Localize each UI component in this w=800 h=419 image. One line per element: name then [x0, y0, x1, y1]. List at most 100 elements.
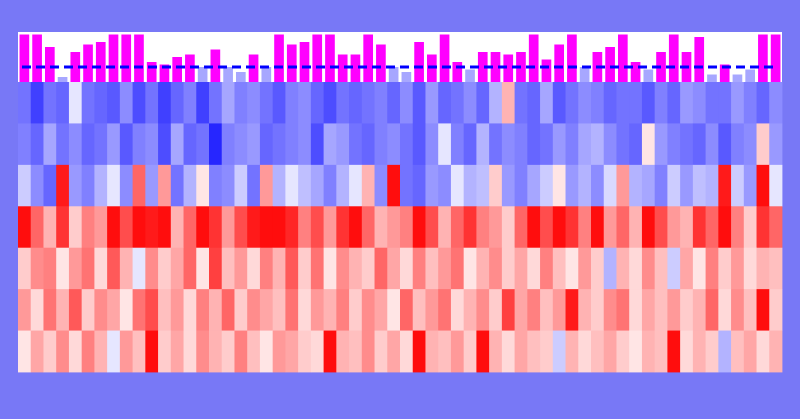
bar-57 [745, 69, 756, 82]
heat-cell-6-30 [400, 330, 414, 373]
heat-cell-5-8 [119, 289, 133, 331]
heat-cell-0-11 [158, 82, 172, 124]
bar-27 [363, 34, 374, 82]
heat-cell-4-53 [692, 247, 706, 290]
bar-8 [121, 34, 132, 82]
heat-cell-5-19 [259, 289, 274, 331]
heat-cell-2-4 [68, 164, 83, 207]
heat-cell-6-39 [514, 330, 528, 373]
heat-cell-3-19 [259, 206, 274, 249]
heat-cell-1-1 [30, 123, 44, 166]
heat-cell-1-49 [641, 123, 656, 166]
heat-cell-3-10 [145, 206, 159, 249]
heat-cell-6-44 [578, 330, 592, 373]
heat-cell-1-23 [310, 123, 324, 166]
heat-cell-4-9 [132, 247, 146, 290]
heat-cell-6-23 [310, 330, 324, 373]
heat-cell-5-22 [298, 289, 312, 331]
heat-cell-3-28 [374, 206, 388, 249]
heat-cell-1-25 [336, 123, 350, 166]
heat-cell-3-2 [43, 206, 57, 249]
heat-cell-6-41 [540, 330, 554, 373]
heat-cell-0-55 [718, 82, 732, 124]
heat-cell-4-52 [680, 247, 694, 290]
heat-cell-1-14 [196, 123, 210, 166]
heat-cell-0-44 [578, 82, 592, 124]
heat-cell-1-40 [527, 123, 541, 166]
heat-cell-0-7 [107, 82, 121, 124]
heat-cell-5-39 [514, 289, 528, 331]
heat-cell-2-44 [578, 164, 592, 207]
heat-cell-4-42 [552, 247, 566, 290]
heat-cell-5-45 [591, 289, 605, 331]
heat-cell-2-18 [247, 164, 261, 207]
heat-cell-2-6 [94, 164, 108, 207]
bar-28 [376, 44, 386, 82]
heat-cell-3-54 [705, 206, 719, 249]
heat-cell-4-24 [323, 247, 337, 290]
heat-cell-4-32 [425, 247, 439, 290]
bar-0 [19, 34, 30, 82]
heat-cell-1-39 [514, 123, 528, 166]
bar-15 [210, 49, 221, 82]
heat-cell-6-28 [374, 330, 388, 373]
heat-cell-0-16 [221, 82, 235, 124]
heat-cell-6-56 [731, 330, 745, 373]
heat-cell-4-55 [718, 247, 732, 290]
heat-cell-3-3 [56, 206, 70, 249]
heat-cell-4-14 [196, 247, 210, 290]
heat-cell-2-21 [285, 164, 299, 207]
heat-cell-3-6 [94, 206, 108, 249]
heat-cell-6-32 [425, 330, 439, 373]
heat-cell-6-8 [119, 330, 133, 373]
heat-cell-4-6 [94, 247, 108, 290]
bar-17 [235, 72, 246, 82]
bar-43 [567, 34, 577, 82]
heat-cell-0-13 [183, 82, 197, 124]
heat-cell-1-30 [400, 123, 414, 166]
heat-cell-3-18 [247, 206, 261, 249]
heat-cell-0-30 [400, 82, 414, 124]
heat-cell-1-15 [209, 123, 223, 166]
heat-cell-0-26 [349, 82, 363, 124]
heat-cell-5-24 [323, 289, 337, 331]
heat-cell-0-9 [132, 82, 146, 124]
bar-25 [337, 54, 348, 82]
heat-cell-0-10 [145, 82, 159, 124]
heat-cell-5-16 [221, 289, 235, 331]
heat-cell-3-24 [323, 206, 337, 249]
heat-cell-1-47 [616, 123, 630, 166]
heat-cell-4-15 [209, 247, 223, 290]
heat-cell-3-43 [565, 206, 579, 249]
bar-11 [159, 64, 170, 82]
heat-cell-5-18 [247, 289, 261, 331]
bar-35 [465, 69, 475, 82]
heat-cell-5-40 [527, 289, 541, 331]
heat-cell-1-58 [756, 123, 770, 166]
heat-cell-3-47 [616, 206, 630, 249]
heat-cell-4-35 [463, 247, 477, 290]
heat-cell-3-34 [450, 206, 465, 249]
heat-cell-3-50 [654, 206, 668, 249]
heat-cell-1-18 [247, 123, 261, 166]
heat-cell-5-50 [654, 289, 668, 331]
heat-cell-0-34 [450, 82, 465, 124]
heat-cell-0-0 [18, 82, 32, 124]
heat-cell-4-57 [743, 247, 757, 290]
bar-1 [32, 34, 42, 82]
heat-cell-3-29 [387, 206, 401, 249]
heat-cell-6-55 [718, 330, 732, 373]
heat-cell-4-38 [501, 247, 515, 290]
heat-cell-0-14 [196, 82, 210, 124]
heat-cell-4-43 [565, 247, 579, 290]
heat-cell-3-13 [183, 206, 197, 249]
heat-cell-5-12 [170, 289, 184, 331]
bar-47 [617, 34, 628, 82]
heat-cell-6-45 [591, 330, 605, 373]
heat-cell-0-35 [463, 82, 477, 124]
heat-cell-2-5 [81, 164, 95, 207]
heat-cell-2-29 [387, 164, 401, 207]
bar-50 [656, 52, 666, 82]
heat-cell-2-9 [132, 164, 146, 207]
